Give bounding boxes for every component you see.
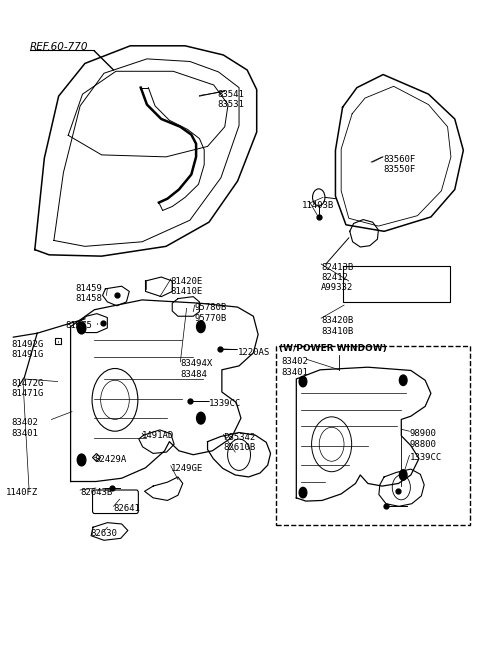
- Text: 81492G
81491G: 81492G 81491G: [11, 340, 43, 359]
- Text: 98900
98800: 98900 98800: [409, 429, 436, 449]
- Text: 83560F
83550F: 83560F 83550F: [383, 155, 415, 174]
- Text: 83541
83531: 83541 83531: [217, 90, 244, 109]
- Circle shape: [399, 470, 407, 480]
- Circle shape: [299, 487, 307, 498]
- Circle shape: [77, 454, 86, 466]
- Text: 83402
83401: 83402 83401: [11, 418, 38, 438]
- Text: P85342
82610B: P85342 82610B: [223, 432, 255, 452]
- Text: 1339CC: 1339CC: [409, 453, 442, 462]
- Text: 1491AD: 1491AD: [142, 431, 174, 440]
- Text: 81420E
81410E: 81420E 81410E: [171, 277, 203, 297]
- Text: 82641: 82641: [114, 504, 141, 514]
- Text: 1220AS: 1220AS: [238, 348, 270, 357]
- Text: REF.60-770: REF.60-770: [30, 42, 88, 52]
- Circle shape: [197, 412, 205, 424]
- Text: 1339CC: 1339CC: [209, 399, 241, 407]
- Text: 82413B
82412
A99332: 82413B 82412 A99332: [321, 262, 353, 293]
- Text: 82630: 82630: [91, 529, 118, 538]
- Text: 1249GE: 1249GE: [171, 464, 203, 473]
- Circle shape: [299, 377, 307, 387]
- Text: 82429A: 82429A: [95, 455, 127, 464]
- Text: (W/POWER WINDOW): (W/POWER WINDOW): [279, 344, 387, 354]
- Text: 1140FZ: 1140FZ: [6, 488, 38, 497]
- Text: 95780B
95770B: 95780B 95770B: [195, 303, 227, 323]
- Text: 83420B
83410B: 83420B 83410B: [321, 316, 353, 336]
- Text: 81375: 81375: [66, 321, 93, 331]
- Text: 83402
83401: 83402 83401: [281, 358, 308, 377]
- Text: 81472G
81471G: 81472G 81471G: [11, 379, 43, 398]
- Circle shape: [77, 322, 86, 334]
- Text: 83494X
83484: 83494X 83484: [180, 359, 213, 379]
- Circle shape: [197, 321, 205, 333]
- Circle shape: [399, 375, 407, 386]
- Text: 82643B: 82643B: [80, 488, 112, 497]
- Text: 11403B: 11403B: [302, 201, 334, 210]
- Text: 81459
81458: 81459 81458: [75, 283, 102, 303]
